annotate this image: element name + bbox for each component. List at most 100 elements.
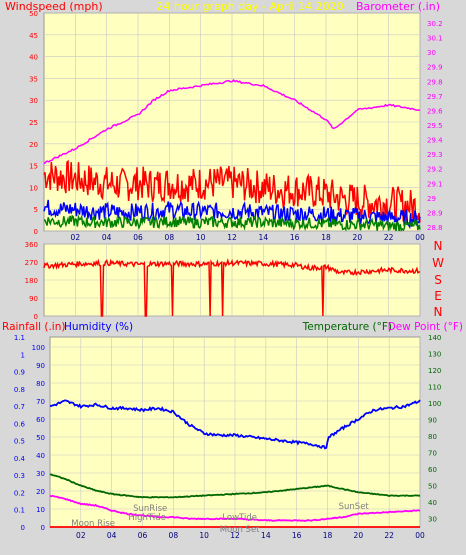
rainfall-tick-label: 0.8	[14, 386, 25, 394]
humidity-series	[49, 399, 421, 450]
annotation-label: HighTide	[128, 513, 165, 523]
humidity-y-ticks: 0 10 20 30 40 50 60 70 80 90 100	[32, 344, 45, 532]
windspeed-tick-label: 0	[34, 228, 38, 236]
windspeed-tick-label: 40	[29, 54, 38, 62]
rainfall-tick-label: 0.9	[14, 369, 25, 377]
humidity-tick-label: 90	[36, 362, 45, 370]
annotation-label: Moon Rise	[71, 519, 115, 529]
wind-direction-series	[43, 258, 421, 317]
hour-tick-label: 18	[323, 531, 333, 540]
hour-tick-label: 22	[384, 531, 394, 540]
hour-tick-label: 18	[321, 233, 331, 242]
wind-direction-tick-label: 90	[29, 295, 38, 303]
windspeed-tick-label: 35	[29, 75, 38, 83]
annotation-label: SunRise	[133, 504, 167, 514]
windspeed-tick-label: 45	[29, 32, 38, 40]
temperature-axis-title: Temperature (°F)	[302, 321, 392, 333]
barometer-tick-label: 29.5	[427, 122, 443, 130]
dewpoint-axis-title: Dew Point (°F)	[388, 321, 463, 333]
temperature-tick-label: 80	[428, 433, 437, 441]
rainfall-y-ticks: 0 0.1 0.2 0.3 0.4 0.5 0.6 0.7 0.8 0.9 1 1.1	[14, 334, 26, 532]
rainfall-tick-label: 0.5	[14, 438, 25, 446]
wind-average-series	[43, 199, 421, 230]
barometer-tick-label: 28.8	[427, 224, 443, 232]
windspeed-tick-label: 10	[29, 184, 38, 192]
humidity-tick-label: 10	[36, 506, 45, 514]
rainfall-tick-label: 1	[21, 351, 25, 359]
hour-tick-label: 14	[261, 531, 271, 540]
hour-tick-label: 12	[230, 531, 240, 540]
temperature-series	[49, 473, 421, 499]
rainfall-tick-label: 0.1	[14, 507, 25, 515]
wind-baro-grid	[44, 12, 421, 232]
wind-direction-tick-label: 360	[25, 241, 38, 249]
humidity-tick-label: 20	[36, 488, 45, 496]
wind-gust-series	[43, 159, 421, 224]
humidity-tick-label: 40	[36, 452, 45, 460]
windspeed-tick-label: 30	[29, 97, 38, 105]
hour-tick-label: 10	[196, 233, 206, 242]
humidity-tick-label: 0	[41, 524, 45, 532]
hour-tick-label: 04	[107, 531, 117, 540]
hour-tick-label: 20	[354, 531, 364, 540]
barometer-y-ticks: 28.8 28.9 29 29.1 29.2 29.3 29.4 29.5 29.6 29.7 29…	[427, 20, 443, 232]
hour-x-ticks-bottom: 02 04 06 08 10 12 14 16 18 20 22 00	[76, 531, 425, 540]
temperature-tick-label: 90	[428, 417, 437, 425]
humidity-tick-label: 100	[32, 344, 45, 352]
windspeed-tick-label: 5	[34, 206, 38, 214]
hour-tick-label: 02	[71, 233, 81, 242]
wind-direction-y-ticks: 0 90 180 270 360	[25, 241, 38, 321]
graph-title: 24 hour graph day - April 14 2020	[156, 0, 343, 13]
rainfall-tick-label: 0.7	[14, 403, 25, 411]
temperature-tick-label: 70	[428, 450, 437, 458]
wind-low-series	[43, 214, 421, 232]
annotation-label: Moon Set	[220, 525, 260, 535]
rainfall-axis-title: Rainfall (.in)	[2, 321, 65, 333]
barometer-axis-title: Barometer (.in)	[356, 0, 440, 13]
compass-e: E	[434, 289, 442, 303]
hour-tick-label: 08	[169, 531, 179, 540]
rainfall-tick-label: 0.6	[14, 420, 26, 428]
barometer-tick-label: 29.4	[427, 137, 443, 145]
barometer-tick-label: 29.7	[427, 93, 443, 101]
windspeed-tick-label: 50	[29, 10, 38, 18]
compass-labels: N W S E N	[432, 239, 444, 319]
temperature-y-ticks: 30 40 50 60 70 80 90 100 110 120 130 140	[428, 334, 441, 524]
hour-tick-label: 20	[353, 233, 363, 242]
barometer-tick-label: 30.2	[427, 20, 443, 28]
barometer-tick-label: 29.1	[427, 180, 443, 188]
annotation-label: LowTide	[222, 513, 257, 523]
barometer-tick-label: 29.8	[427, 78, 443, 86]
humidity-tick-label: 30	[36, 470, 45, 478]
temperature-tick-label: 100	[428, 400, 441, 408]
hour-tick-label: 00	[415, 233, 425, 242]
compass-s: S	[434, 273, 442, 287]
barometer-tick-label: 29	[427, 195, 436, 203]
barometer-tick-label: 30	[427, 49, 436, 57]
barometer-tick-label: 29.3	[427, 151, 443, 159]
annotation-label: SunSet	[339, 502, 370, 512]
temperature-tick-label: 120	[428, 367, 441, 375]
temperature-tick-label: 140	[428, 334, 441, 342]
temperature-tick-label: 30	[428, 516, 437, 524]
temperature-tick-label: 50	[428, 483, 437, 491]
humidity-tick-label: 80	[36, 380, 45, 388]
temperature-tick-label: 40	[428, 499, 437, 507]
hour-tick-label: 02	[76, 531, 86, 540]
rainfall-tick-label: 0.4	[14, 455, 26, 463]
hour-x-ticks-top: 02 04 06 08 10 12 14 16 18 20 22 00	[71, 233, 425, 242]
hour-tick-label: 22	[384, 233, 394, 242]
compass-n-bottom: N	[434, 305, 443, 319]
humidity-tick-label: 50	[36, 434, 45, 442]
rainfall-tick-label: 0	[21, 524, 25, 532]
wind-direction-tick-label: 180	[25, 277, 38, 285]
humidity-axis-title: Humidity (%)	[64, 321, 133, 333]
wind-direction-tick-label: 0	[34, 313, 38, 321]
hour-tick-label: 04	[102, 233, 112, 242]
windspeed-tick-label: 15	[29, 163, 38, 171]
hour-tick-label: 08	[165, 233, 175, 242]
compass-w: W	[432, 256, 444, 270]
